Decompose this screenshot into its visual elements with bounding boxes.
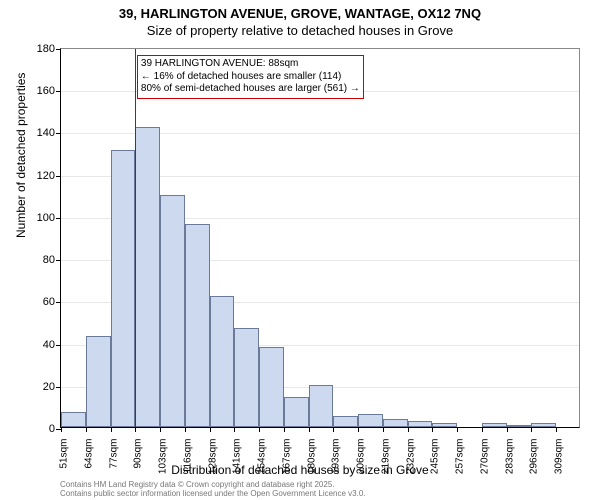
x-tick-mark xyxy=(86,427,87,432)
annotation-line: ← 16% of detached houses are smaller (11… xyxy=(141,71,360,84)
x-tick-mark xyxy=(507,427,508,432)
annotation-line: 80% of semi-detached houses are larger (… xyxy=(141,83,360,96)
plot-region: 02040608010012014016018051sqm64sqm77sqm9… xyxy=(61,49,579,427)
histogram-bar xyxy=(185,224,210,427)
y-tick-mark xyxy=(56,218,61,219)
x-tick-mark xyxy=(284,427,285,432)
histogram-bar xyxy=(284,397,309,427)
histogram-bar xyxy=(135,127,160,427)
x-tick-mark xyxy=(432,427,433,432)
y-tick-label: 40 xyxy=(43,339,55,351)
y-tick-mark xyxy=(56,91,61,92)
histogram-bar xyxy=(383,419,408,427)
title-address: 39, HARLINGTON AVENUE, GROVE, WANTAGE, O… xyxy=(0,6,600,23)
y-tick-mark xyxy=(56,49,61,50)
y-tick-label: 0 xyxy=(49,423,55,435)
footer-line1: Contains HM Land Registry data © Crown c… xyxy=(60,480,366,489)
histogram-bar xyxy=(408,421,433,427)
histogram-bar xyxy=(333,416,358,427)
y-tick-mark xyxy=(56,302,61,303)
histogram-bar xyxy=(86,336,111,427)
annotation-line: 39 HARLINGTON AVENUE: 88sqm xyxy=(141,58,360,71)
histogram-bar xyxy=(259,347,284,427)
x-tick-mark xyxy=(160,427,161,432)
histogram-bar xyxy=(111,150,136,427)
histogram-bar xyxy=(210,296,235,427)
histogram-bar xyxy=(309,385,334,427)
x-tick-mark xyxy=(333,427,334,432)
x-tick-mark xyxy=(111,427,112,432)
histogram-bar xyxy=(234,328,259,427)
histogram-bar xyxy=(61,412,86,427)
y-tick-label: 160 xyxy=(37,85,55,97)
y-axis-label: Number of detached properties xyxy=(14,73,28,238)
y-tick-mark xyxy=(56,176,61,177)
y-tick-label: 180 xyxy=(37,43,55,55)
chart-area: 02040608010012014016018051sqm64sqm77sqm9… xyxy=(60,48,580,428)
y-tick-label: 140 xyxy=(37,127,55,139)
x-tick-mark xyxy=(556,427,557,432)
histogram-bar xyxy=(507,425,532,427)
marker-line xyxy=(135,49,136,427)
histogram-bar xyxy=(160,195,185,427)
histogram-bar xyxy=(531,423,556,427)
x-tick-mark xyxy=(383,427,384,432)
histogram-bar xyxy=(482,423,507,427)
x-tick-mark xyxy=(309,427,310,432)
chart-container: 39, HARLINGTON AVENUE, GROVE, WANTAGE, O… xyxy=(0,0,600,500)
y-tick-mark xyxy=(56,260,61,261)
x-tick-mark xyxy=(185,427,186,432)
x-tick-mark xyxy=(358,427,359,432)
y-tick-label: 120 xyxy=(37,170,55,182)
x-axis-label: Distribution of detached houses by size … xyxy=(0,463,600,477)
y-tick-label: 60 xyxy=(43,296,55,308)
x-tick-mark xyxy=(531,427,532,432)
x-tick-mark xyxy=(135,427,136,432)
x-tick-mark xyxy=(408,427,409,432)
y-tick-mark xyxy=(56,387,61,388)
footer-attribution: Contains HM Land Registry data © Crown c… xyxy=(60,480,366,498)
y-tick-label: 80 xyxy=(43,254,55,266)
x-tick-mark xyxy=(61,427,62,432)
histogram-bar xyxy=(432,423,457,427)
x-tick-mark xyxy=(482,427,483,432)
x-tick-mark xyxy=(210,427,211,432)
y-tick-label: 20 xyxy=(43,381,55,393)
x-tick-mark xyxy=(457,427,458,432)
annotation-box: 39 HARLINGTON AVENUE: 88sqm← 16% of deta… xyxy=(137,55,364,99)
footer-line2: Contains public sector information licen… xyxy=(60,489,366,498)
y-tick-label: 100 xyxy=(37,212,55,224)
title-block: 39, HARLINGTON AVENUE, GROVE, WANTAGE, O… xyxy=(0,0,600,40)
histogram-bar xyxy=(358,414,383,427)
y-tick-mark xyxy=(56,133,61,134)
x-tick-mark xyxy=(259,427,260,432)
x-tick-mark xyxy=(234,427,235,432)
title-subtitle: Size of property relative to detached ho… xyxy=(0,23,600,40)
y-tick-mark xyxy=(56,345,61,346)
